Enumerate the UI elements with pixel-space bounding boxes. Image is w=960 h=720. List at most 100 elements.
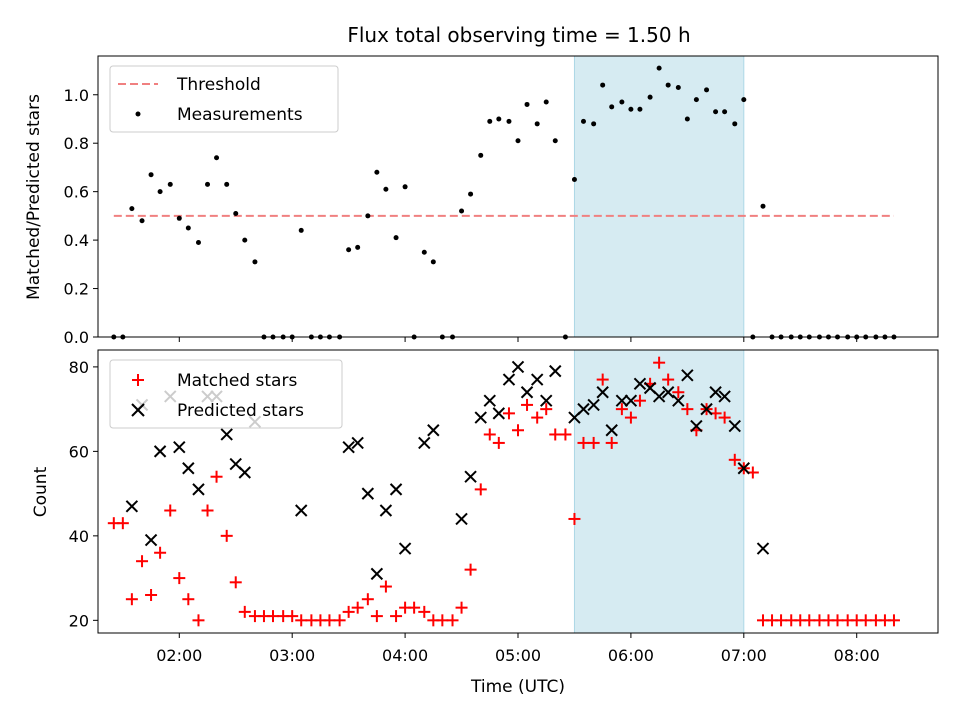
matched-star-point (502, 407, 515, 420)
measurement-point (346, 247, 352, 253)
x-tick-label: 08:00 (834, 646, 880, 665)
x-tick-label: 07:00 (721, 646, 767, 665)
predicted-star-point (173, 440, 186, 454)
count-y-axis-label: Count (31, 466, 51, 517)
predicted-star-point (483, 394, 496, 407)
threshold-legend-label: Threshold (176, 75, 261, 95)
matched-star-point (624, 411, 637, 424)
measurement-point (760, 203, 766, 209)
predicted-star-point (605, 424, 618, 437)
matched-star-point (681, 403, 694, 416)
matched-star-point (568, 512, 581, 525)
matched-legend-label: Matched stars (177, 371, 297, 391)
ratio-panel-frame (97, 55, 939, 338)
x-tick-label: 05:00 (495, 646, 541, 665)
predicted-star-point (540, 394, 553, 407)
matched-star-point (512, 424, 524, 437)
matched-star-point (238, 605, 251, 618)
y-tick-label: 20 (69, 611, 89, 630)
measurement-point (214, 155, 220, 161)
predicted-star-point (220, 428, 233, 441)
measurement-point (571, 177, 577, 183)
measurement-point (402, 184, 408, 190)
predicted-star-point (238, 466, 251, 479)
measurement-point (534, 121, 540, 127)
measurement-point (591, 121, 597, 127)
measurement-point (665, 82, 671, 88)
matched-star-point (615, 403, 628, 416)
predicted-stars-points (125, 360, 770, 581)
predicted-star-point (690, 419, 703, 433)
matched-stars-points (107, 356, 900, 627)
predicted-star-point (672, 394, 685, 407)
measurement-point (619, 99, 625, 105)
matched-star-point (672, 386, 685, 399)
matched-star-point (201, 504, 214, 517)
matched-star-point (286, 610, 299, 623)
measurement-point (224, 181, 230, 187)
count-panel: 20 40 60 80 02:00 03:00 04:00 05:00 06:00 07:00 08… (31, 349, 939, 697)
measurement-point (157, 189, 163, 195)
matched-star-point (154, 546, 167, 559)
measurement-point (355, 244, 361, 250)
matched-star-point (173, 572, 186, 585)
matched-star-point (633, 394, 646, 407)
measurement-point (459, 208, 465, 214)
x-tick-label: 02:00 (156, 646, 202, 665)
matched-star-point (831, 614, 844, 627)
predicted-star-point (737, 462, 751, 475)
matched-star-point (446, 614, 459, 627)
predicted-star-point (709, 386, 722, 399)
measurement-point (675, 84, 681, 90)
matched-star-point (390, 610, 403, 623)
y-tick-label: 40 (69, 527, 89, 546)
predicted-star-point (520, 386, 534, 399)
x-tick-label: 04:00 (382, 646, 428, 665)
predicted-star-point (681, 369, 694, 382)
measurement-point (383, 186, 389, 192)
predicted-star-point (511, 360, 525, 374)
matched-star-point (136, 555, 149, 568)
predicted-star-point (398, 542, 412, 555)
measurement-point (242, 237, 248, 243)
measurement-point (496, 116, 502, 122)
measurement-point (468, 191, 474, 197)
measurement-point (365, 213, 371, 219)
measurement-point (252, 259, 258, 265)
predicted-star-point (661, 386, 675, 399)
chart-title: Flux total observing time = 1.50 h (347, 23, 690, 47)
matched-star-point (408, 601, 421, 614)
matched-star-point (521, 398, 534, 411)
x-tick-label: 03:00 (269, 646, 315, 665)
measurement-point (506, 118, 512, 124)
matched-star-point (803, 614, 816, 627)
predicted-star-point (587, 398, 600, 412)
matched-star-point (549, 428, 562, 441)
y-tick-label: 0.8 (64, 134, 89, 153)
measurement-point (704, 87, 710, 93)
matched-star-point (605, 436, 618, 449)
measurement-point (298, 227, 304, 233)
measurement-point (205, 181, 211, 187)
predicted-star-point (361, 487, 375, 500)
measurement-point (609, 104, 615, 110)
ratio-legend: Threshold Measurements (109, 65, 339, 133)
predicted-star-point (379, 504, 393, 517)
matched-star-point (267, 610, 279, 623)
predicted-star-point (624, 394, 638, 407)
matched-star-point (540, 403, 553, 416)
measurement-point (693, 97, 699, 103)
matched-star-point (295, 614, 308, 627)
predicted-star-point (615, 394, 629, 407)
matched-star-point (164, 504, 177, 517)
predicted-star-point (153, 445, 167, 458)
matched-star-point (662, 373, 675, 386)
predicted-star-point (389, 483, 403, 496)
matched-star-point (379, 580, 392, 593)
measurement-point (656, 65, 662, 71)
predicted-star-point (492, 407, 506, 420)
ratio-panel: 0.0 0.2 0.4 0.6 0.8 1.0 Matched/Predicted sta… (24, 55, 939, 347)
matched-star-point (361, 593, 374, 606)
measurement-point (167, 181, 173, 187)
ratio-legend-box (109, 65, 339, 133)
